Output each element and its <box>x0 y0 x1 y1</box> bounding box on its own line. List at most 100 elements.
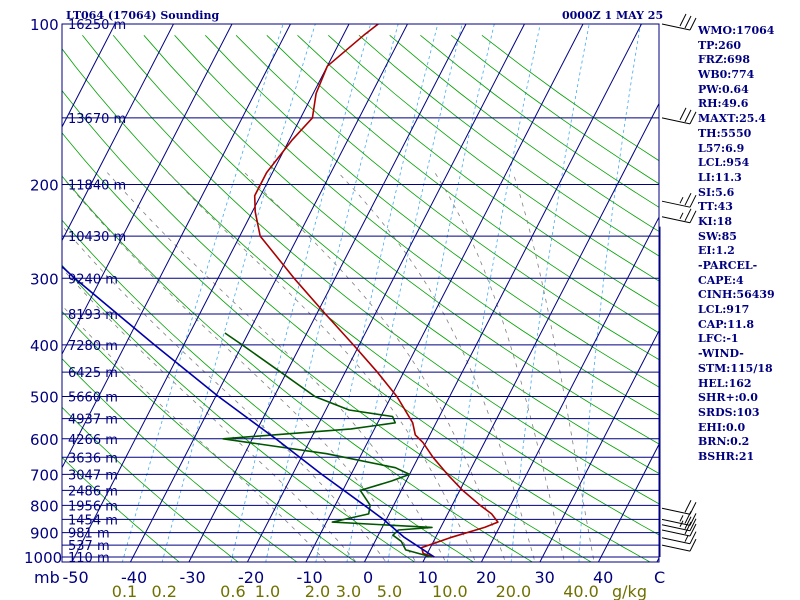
pressure-tick-label: 800 <box>30 497 59 515</box>
index-item: -PARCEL- <box>698 259 758 272</box>
height-label: 16250 m <box>68 18 126 33</box>
moist-adiabat-line <box>107 172 447 562</box>
index-item: L57:6.9 <box>698 141 745 155</box>
dry-adiabat-line <box>62 219 475 562</box>
dry-adiabat-line <box>358 34 659 257</box>
dry-adiabat-line <box>266 35 659 334</box>
temperature-tick-label: 0 <box>363 568 373 587</box>
mixing-ratio-line <box>161 24 316 562</box>
isotherm-line <box>62 24 233 356</box>
wind-barbs <box>659 13 697 557</box>
mixing-ratio-line <box>230 24 371 562</box>
mixing-ratio-tick-label: 2.0 <box>305 582 330 600</box>
moist-adiabat-line <box>167 172 476 562</box>
index-item: SW:85 <box>698 229 737 243</box>
isotherm-line <box>539 329 659 562</box>
index-item: MAXT:25.4 <box>698 112 766 126</box>
pressure-tick-label: 600 <box>30 431 59 449</box>
mixing-ratio-line <box>510 24 590 562</box>
mixing-ratio-tick-label: 5.0 <box>377 582 402 600</box>
height-label: 981 m <box>68 527 110 542</box>
index-item: CINH:56439 <box>698 288 775 302</box>
isotherm-line <box>71 24 350 562</box>
mixing-ratio-tick-label: 0.2 <box>151 582 176 600</box>
dry-adiabat-line <box>62 132 592 562</box>
dry-adiabat-line <box>297 35 659 308</box>
isotherm-line <box>0 12 63 568</box>
wind-barb <box>661 208 697 224</box>
moist-adiabat-line <box>338 172 536 562</box>
wind-barb <box>661 521 697 537</box>
pressure-tick-label: 400 <box>30 337 59 355</box>
temperature-tick-label: C <box>654 568 665 587</box>
index-item: KI:18 <box>698 214 733 228</box>
temperature-line <box>253 24 499 558</box>
index-item: SI:5.6 <box>698 185 735 199</box>
dry-adiabat-line <box>62 358 298 562</box>
index-item: SHR+:0.0 <box>698 391 758 405</box>
moist-adiabat-line <box>512 172 595 562</box>
pressure-tick-label: 500 <box>30 389 59 407</box>
mixing-ratio-line <box>578 24 641 562</box>
isotherm-line <box>363 24 643 562</box>
wind-barb <box>661 192 697 208</box>
temperature-tick-label: 30 <box>535 568 555 587</box>
temperature-tick-label: 20 <box>476 568 496 587</box>
temperature-tick-label: -50 <box>63 568 89 587</box>
isotherm-line <box>422 102 659 562</box>
index-item: WMO:17064 <box>698 24 775 37</box>
wind-barb <box>661 538 697 552</box>
index-item: FRZ:698 <box>698 53 751 67</box>
isotherm-line <box>597 443 659 562</box>
temperature-tick-label: 40 <box>593 568 613 587</box>
height-label: 13670 m <box>68 112 126 127</box>
index-item: BRN:0.2 <box>698 435 750 449</box>
indices-panel: WMO:17064 TP:260 FRZ:698 WB0:774 PW:0.64 RH:4… <box>698 24 798 465</box>
mixing-ratio-tick-label: 0.1 <box>112 582 137 600</box>
mixing-ratio-line <box>121 24 284 562</box>
isotherm-line <box>188 24 467 562</box>
height-label: 4937 m <box>68 413 118 428</box>
temperature-tick-label: mb <box>34 568 60 587</box>
sounding-curves <box>62 24 499 558</box>
pressure-tick-label: 900 <box>30 525 59 543</box>
wind-barb <box>661 531 697 545</box>
height-label: 110 m <box>68 551 110 566</box>
mixing-ratio-tick-label: 40.0 <box>563 582 599 600</box>
height-label: 8193 m <box>68 308 118 323</box>
pressure-tick-label: 700 <box>30 466 59 484</box>
moist-adiabat-line <box>62 225 387 562</box>
mixing-ratio-line <box>387 24 495 562</box>
height-label: 6425 m <box>68 366 118 381</box>
chart-grid <box>0 12 659 568</box>
isotherm-line <box>62 24 175 242</box>
dry-adiabat-line <box>62 310 357 562</box>
chart-title: LT064 (17064) Sounding <box>66 9 220 22</box>
wind-barb <box>661 107 697 125</box>
height-label: 11840 m <box>68 178 126 193</box>
height-label: 5660 m <box>68 391 118 406</box>
dry-adiabat-line <box>82 35 659 505</box>
height-label: 7280 m <box>68 339 118 354</box>
height-label: 2486 m <box>68 484 118 499</box>
index-item: SRDS:103 <box>698 405 760 419</box>
chart-time: 0000Z 1 MAY 25 <box>562 9 664 22</box>
wind-barb <box>661 13 697 31</box>
moist-adiabat-line <box>62 304 327 562</box>
pressure-tick-label: 200 <box>30 176 59 194</box>
height-label: 3047 m <box>68 468 118 483</box>
mixing-ratio-tick-label: 3.0 <box>336 582 361 600</box>
isotherm-line <box>305 24 584 562</box>
dry-adiabat-line <box>328 35 659 282</box>
mixing-ratio-tick-label: 20.0 <box>496 582 532 600</box>
pressure-tick-label: 1000 <box>24 549 62 567</box>
height-label: 9240 m <box>68 272 118 287</box>
index-item: RH:49.6 <box>698 97 749 111</box>
index-item: TH:5550 <box>698 126 752 140</box>
dry-adiabat-line <box>62 406 239 562</box>
dry-adiabat-line <box>62 264 416 562</box>
height-label: 1454 m <box>68 513 118 528</box>
isotherm-line <box>62 24 116 128</box>
index-item: BSHR:21 <box>698 449 755 463</box>
